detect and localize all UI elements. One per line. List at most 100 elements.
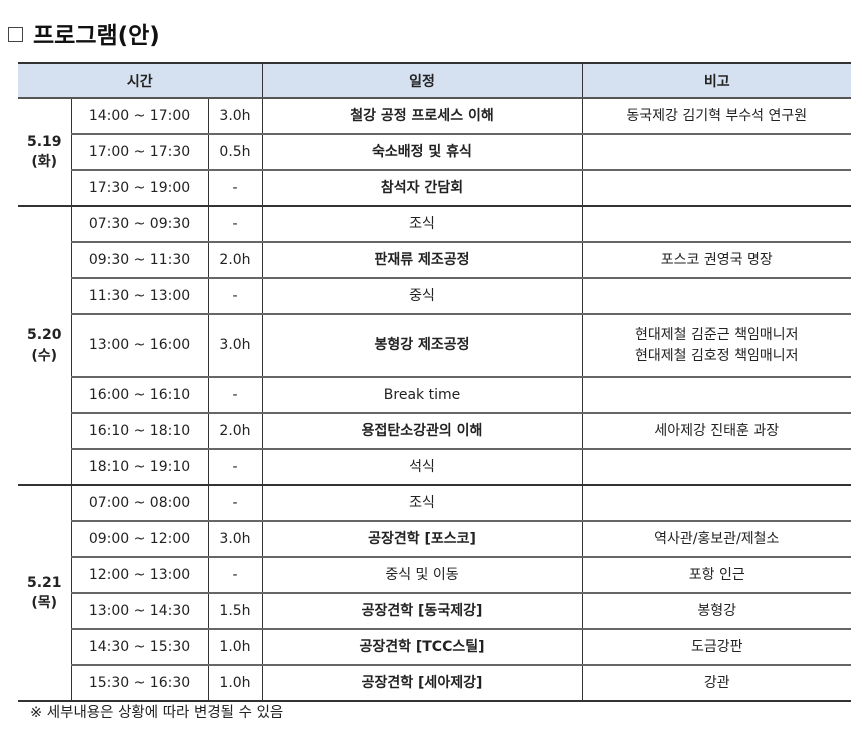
day-date: 5.20 (26, 327, 62, 344)
duration-cell: 3.0h (207, 313, 263, 378)
table-row: 17:00 ~ 17:30 0.5h 숙소배정 및 휴식 (18, 133, 851, 171)
note-line: 강관 (703, 674, 730, 691)
time-cell: 13:00 ~ 14:30 (70, 592, 209, 630)
schedule-cell: 조식 (261, 205, 583, 243)
schedule-cell: 공장견학 [세아제강] (261, 664, 583, 702)
duration-cell: 1.0h (207, 664, 263, 702)
time-cell: 15:30 ~ 16:30 (70, 664, 209, 702)
duration-cell: - (207, 556, 263, 594)
header-time: 시간 (18, 62, 262, 99)
note-cell (581, 484, 851, 522)
day-weekday: (수) (31, 347, 58, 364)
note-cell: 봉형강 (581, 592, 851, 630)
duration-cell: - (207, 484, 263, 522)
note-line: 포항 인근 (688, 566, 745, 583)
time-cell: 14:00 ~ 17:00 (70, 97, 209, 135)
table-row: 5.21 (목) 07:00 ~ 08:00- 조식 (18, 484, 851, 702)
duration-cell: 2.0h (207, 412, 263, 450)
time-cell: 18:10 ~ 19:10 (70, 448, 209, 486)
table-row: 5.20 (수) 07:30 ~ 09:30- 조식 (18, 205, 851, 486)
duration-cell: - (207, 376, 263, 414)
note-line: 도금강판 (690, 638, 743, 655)
time-cell: 11:30 ~ 13:00 (70, 277, 209, 315)
footnote: ※ 세부내용은 상황에 따라 변경될 수 있음 (30, 705, 284, 721)
day-date: 5.21 (26, 574, 62, 591)
checkbox-square-icon (8, 27, 23, 42)
table-header: 시간 일정 비고 (18, 62, 851, 99)
table-row: 09:00 ~ 12:00 3.0h 공장견학 [포스코] 역사관/홍보관/제철소 (18, 520, 851, 558)
table-row: 15:30 ~ 16:30 1.0h 공장견학 [세아제강] 강관 (18, 664, 851, 702)
header-note: 비고 (581, 62, 851, 99)
note-line: 세아제강 진태훈 과장 (654, 422, 780, 439)
table-row: 12:00 ~ 13:00- 중식 및 이동 포항 인근 (18, 556, 851, 594)
page-title: 프로그램(안) (33, 23, 160, 49)
table-row: 16:10 ~ 18:10 2.0h 용접탄소강관의 이해 세아제강 진태훈 과장 (18, 412, 851, 450)
note-cell (581, 376, 851, 414)
note-cell: 세아제강 진태훈 과장 (581, 412, 851, 450)
table-row: 09:30 ~ 11:30 2.0h 판재류 제조공정 포스코 권영국 명장 (18, 241, 851, 279)
time-cell: 13:00 ~ 16:00 (70, 313, 209, 378)
header-schedule: 일정 (261, 62, 582, 99)
time-cell: 14:30 ~ 15:30 (70, 628, 209, 666)
day-cell: 5.20 (수) (18, 205, 72, 486)
schedule-cell: 석식 (261, 448, 583, 486)
note-cell (581, 277, 851, 315)
note-cell: 포항 인근 (581, 556, 851, 594)
time-cell: 09:30 ~ 11:30 (70, 241, 209, 279)
day-cell: 5.21 (목) (18, 484, 72, 702)
time-cell: 07:00 ~ 08:00 (70, 484, 209, 522)
schedule-cell: 참석자 간담회 (261, 169, 583, 207)
note-line: 동국제강 김기혁 부수석 연구원 (626, 107, 808, 124)
schedule-cell: Break time (261, 376, 583, 414)
schedule-cell: 공장견학 [동국제강] (261, 592, 583, 630)
time-cell: 16:00 ~ 16:10 (70, 376, 209, 414)
schedule-cell: 철강 공정 프로세스 이해 (261, 97, 583, 135)
note-cell: 포스코 권영국 명장 (581, 241, 851, 279)
time-cell: 12:00 ~ 13:00 (70, 556, 209, 594)
duration-cell: 3.0h (207, 520, 263, 558)
day-cell: 5.19 (화) (18, 97, 72, 207)
note-cell: 역사관/홍보관/제철소 (581, 520, 851, 558)
note-cell (581, 169, 851, 207)
note-cell (581, 205, 851, 243)
time-cell: 09:00 ~ 12:00 (70, 520, 209, 558)
schedule-cell: 중식 및 이동 (261, 556, 583, 594)
program-table: 시간 일정 비고 5.19 (화) 14:00 ~ 17:00 3.0h 철강 공정 프… (18, 62, 851, 702)
table-row: 13:00 ~ 14:30 1.5h 공장견학 [동국제강] 봉형강 (18, 592, 851, 630)
schedule-cell: 조식 (261, 484, 583, 522)
time-cell: 07:30 ~ 09:30 (70, 205, 209, 243)
duration-cell: 0.5h (207, 133, 263, 171)
day-weekday: (목) (31, 595, 58, 611)
duration-cell: 1.5h (207, 592, 263, 630)
duration-cell: - (207, 277, 263, 315)
note-line: 현대제철 김준근 책임매니저 (635, 327, 799, 344)
duration-cell: 3.0h (207, 97, 263, 135)
duration-cell: 2.0h (207, 241, 263, 279)
table-row: 11:30 ~ 13:00- 중식 (18, 277, 851, 315)
schedule-cell: 용접탄소강관의 이해 (261, 412, 583, 450)
duration-cell: - (207, 205, 263, 243)
schedule-cell: 숙소배정 및 휴식 (261, 133, 583, 171)
time-cell: 17:00 ~ 17:30 (70, 133, 209, 171)
table-row: 16:00 ~ 16:10- Break time (18, 376, 851, 414)
day-date: 5.19 (26, 133, 62, 150)
note-line: 역사관/홍보관/제철소 (654, 530, 780, 547)
note-line: 봉형강 (697, 602, 737, 619)
schedule-cell: 중식 (261, 277, 583, 315)
time-cell: 16:10 ~ 18:10 (70, 412, 209, 450)
note-cell (581, 448, 851, 486)
note-cell: 강관 (581, 664, 851, 702)
schedule-cell: 공장견학 [포스코] (261, 520, 583, 558)
schedule-cell: 봉형강 제조공정 (261, 313, 583, 378)
table-row: 18:10 ~ 19:10- 석식 (18, 448, 851, 486)
section-title: 프로그램(안) (8, 16, 160, 50)
table-row: 13:00 ~ 16:00 3.0h 봉형강 제조공정 현대제철 김준근 책임매니저 현… (18, 313, 851, 378)
duration-cell: - (207, 448, 263, 486)
note-line: 현대제철 김호정 책임매니저 (635, 347, 799, 364)
note-cell: 도금강판 (581, 628, 851, 666)
schedule-cell: 판재류 제조공정 (261, 241, 583, 279)
note-line: 포스코 권영국 명장 (660, 251, 773, 268)
note-cell (581, 133, 851, 171)
duration-cell: 1.0h (207, 628, 263, 666)
